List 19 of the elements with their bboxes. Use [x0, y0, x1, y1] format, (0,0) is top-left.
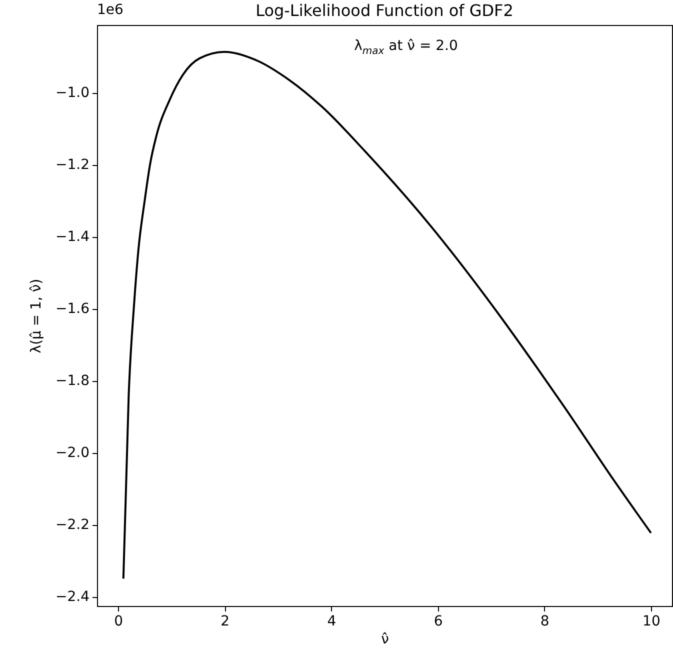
y-tick-label: −2.2 [56, 517, 90, 534]
y-tick-label: −1.2 [56, 157, 90, 174]
y-tick-label: −2.0 [56, 445, 90, 462]
x-tick-label: 0 [114, 614, 124, 630]
y-axis-title: λ(μ̂ = 1, ν̂) [28, 278, 45, 354]
y-tick-label: −1.4 [56, 229, 90, 246]
text: 1e6 [97, 2, 124, 18]
x-axis-title: ν̂ [381, 632, 390, 648]
annotation: λ$_{max}$ at ν̂ = 2.0 [354, 38, 458, 57]
x-tick-label: 6 [434, 614, 443, 630]
y-tick-label: −1.6 [56, 301, 90, 318]
x-tick-label: 2 [220, 614, 230, 630]
x-tick-label: 10 [642, 614, 660, 630]
y-tick-label: −2.4 [56, 589, 90, 606]
y-tick-label: −1.8 [56, 373, 90, 390]
chart-title: Log-Likelihood Function of GDF2 [256, 1, 514, 20]
y-tick-label: −1.0 [56, 85, 90, 102]
x-tick-label: 4 [327, 614, 336, 630]
x-tick-label: 8 [540, 614, 550, 630]
